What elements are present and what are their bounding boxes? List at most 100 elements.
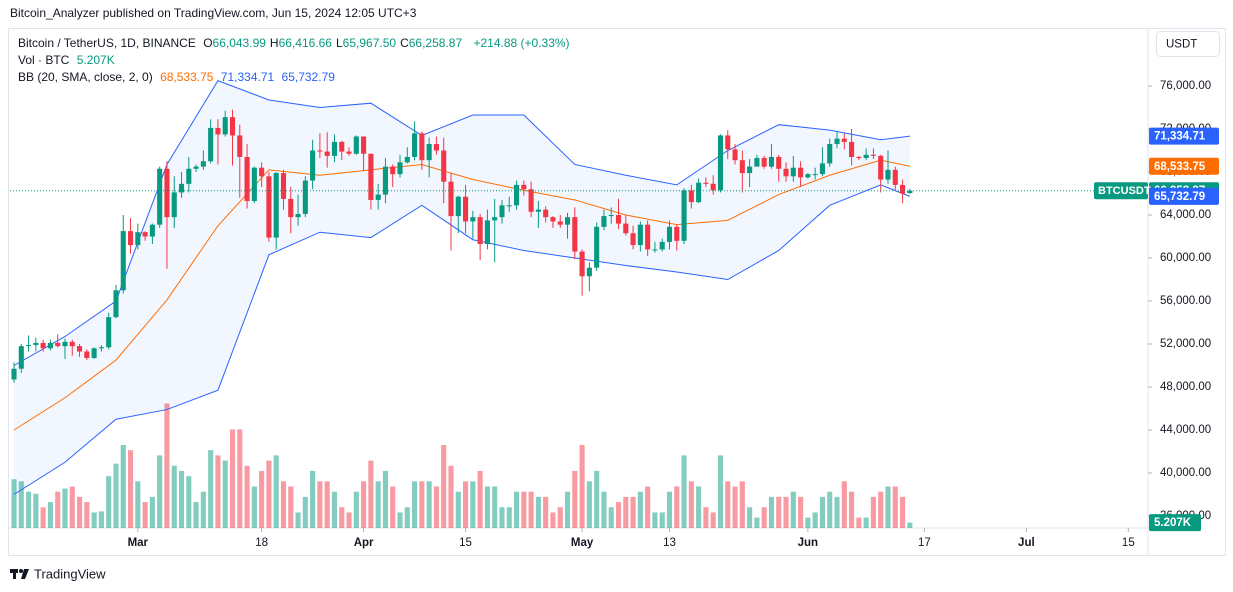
candle-body	[776, 156, 782, 169]
ohlc-key: H	[269, 36, 279, 50]
x-tick-label: 18	[255, 537, 268, 549]
candle-body	[62, 341, 68, 347]
volume-bar	[397, 512, 403, 528]
volume-bar	[637, 491, 643, 528]
candle-body	[11, 368, 17, 380]
candle-body	[586, 267, 592, 277]
candle-body	[91, 348, 97, 358]
volume-bar	[127, 450, 134, 528]
candle-body	[841, 138, 847, 142]
candle-body	[149, 224, 155, 237]
currency-button[interactable]	[1156, 31, 1220, 57]
volume-bar	[353, 491, 359, 528]
volume-bar	[623, 496, 629, 528]
volume-bar	[747, 507, 753, 528]
candle-body	[827, 144, 833, 164]
candle-body	[127, 231, 134, 246]
volume-bar	[361, 481, 367, 528]
volume-bar	[259, 470, 265, 528]
volume-bar	[557, 507, 563, 528]
volume-bar	[84, 502, 90, 528]
volume-bar	[186, 476, 192, 528]
volume-bar	[390, 486, 396, 528]
candle-body	[710, 183, 716, 191]
candle-body	[310, 150, 316, 181]
volume-bar	[193, 502, 199, 528]
candle-body	[397, 162, 403, 175]
volume-bar	[310, 470, 316, 528]
candle-body	[251, 167, 257, 202]
volume-bar	[266, 460, 272, 528]
candle-body	[135, 232, 141, 246]
candle-body	[637, 224, 643, 246]
volume-bar	[164, 403, 170, 528]
candle-body	[856, 156, 862, 159]
footer-brand: TradingView	[34, 566, 106, 581]
publisher-line: Bitcoin_Analyzer published on TradingVie…	[10, 6, 417, 20]
bb-lower-value: 65,732.79	[281, 70, 335, 84]
candle-body	[579, 251, 585, 277]
volume-bar	[448, 465, 454, 528]
legend-volume-row: Vol · BTC 5.207K	[18, 53, 119, 67]
candle-body	[324, 151, 330, 156]
volume-bar	[33, 493, 39, 528]
volume-bar	[157, 455, 163, 528]
candle-body	[594, 226, 600, 268]
candle-body	[26, 345, 32, 347]
candle-body	[783, 168, 789, 177]
volume-bar	[703, 507, 709, 528]
symbol-badge	[1094, 182, 1148, 200]
candle-body	[761, 158, 767, 167]
bb-lower-line	[13, 184, 911, 495]
candle-body	[98, 347, 104, 349]
candle-body	[572, 217, 578, 252]
candle-body	[477, 217, 483, 245]
volume-bar	[113, 463, 119, 528]
candle-body	[798, 167, 804, 178]
volume-bar	[433, 486, 439, 528]
ohlc-key: O	[203, 36, 213, 50]
volume-bar	[244, 465, 250, 528]
ohlc-value: 66,258.87	[408, 36, 463, 50]
candle-body	[506, 205, 512, 207]
volume-bar	[812, 512, 818, 528]
candle-body	[717, 135, 724, 191]
volume-bar	[878, 491, 884, 528]
candle-body	[106, 317, 112, 348]
candle-body	[200, 161, 206, 167]
y-tick-label: 48,000.00	[1160, 381, 1211, 393]
volume-bar	[426, 481, 432, 528]
candle-body	[346, 151, 352, 154]
candle-body	[317, 150, 323, 152]
volume-bar	[382, 470, 388, 528]
volume-bar	[412, 481, 418, 528]
volume-bar	[251, 486, 257, 528]
volume-bar	[615, 502, 622, 528]
candle-body	[696, 182, 702, 203]
volume-badge	[1149, 514, 1201, 532]
volume-bar	[11, 479, 17, 528]
x-tick-label: 15	[1122, 537, 1135, 549]
volume-bar	[142, 502, 148, 528]
candle-body	[339, 141, 345, 152]
candle-body	[819, 163, 825, 175]
candle-body	[688, 190, 694, 203]
volume-bar	[674, 486, 680, 528]
candle-body	[47, 342, 53, 349]
volume-bar	[732, 486, 738, 528]
volume-bar	[543, 496, 549, 528]
x-tick-label: Apr	[354, 537, 374, 549]
y-tick-label: 60,000.00	[1160, 252, 1211, 264]
candle-body	[273, 173, 279, 238]
volume-bar	[317, 481, 323, 528]
volume-bar	[178, 470, 185, 528]
volume-bar	[375, 481, 381, 528]
volume-bar	[339, 507, 345, 528]
x-tick-label: 13	[663, 537, 676, 549]
volume-bar	[827, 491, 833, 528]
volume-bar	[77, 496, 83, 528]
volume-bar	[208, 450, 214, 528]
volume-bar	[26, 491, 32, 528]
ohlc-key: C	[400, 36, 409, 50]
volume-bar	[652, 512, 658, 528]
